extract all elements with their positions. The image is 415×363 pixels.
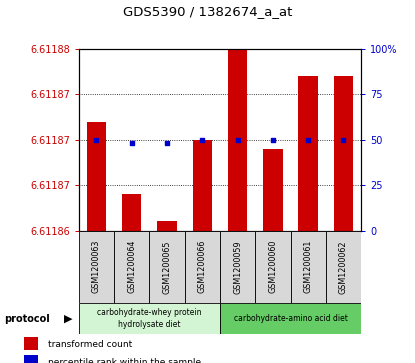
Point xyxy=(305,137,311,143)
Bar xyxy=(290,231,326,303)
Bar xyxy=(24,337,38,350)
Point xyxy=(93,137,100,143)
Point xyxy=(340,137,347,143)
Text: carbohydrate-amino acid diet: carbohydrate-amino acid diet xyxy=(234,314,347,323)
Bar xyxy=(326,231,361,303)
Text: GSM1200064: GSM1200064 xyxy=(127,240,136,294)
Text: GSM1200062: GSM1200062 xyxy=(339,240,348,294)
Bar xyxy=(220,231,255,303)
Bar xyxy=(255,231,290,303)
Bar xyxy=(114,231,149,303)
Bar xyxy=(220,303,361,334)
Point xyxy=(164,140,171,146)
Point xyxy=(199,137,206,143)
Point xyxy=(270,137,276,143)
Bar xyxy=(157,221,177,231)
Point xyxy=(129,140,135,146)
Bar xyxy=(334,76,353,231)
Bar xyxy=(24,355,38,363)
Bar xyxy=(149,231,185,303)
Text: GSM1200061: GSM1200061 xyxy=(304,240,312,294)
Bar xyxy=(193,140,212,231)
Text: ▶: ▶ xyxy=(64,314,73,323)
Bar xyxy=(79,231,114,303)
Bar xyxy=(185,231,220,303)
Bar xyxy=(298,76,318,231)
Text: percentile rank within the sample: percentile rank within the sample xyxy=(48,358,200,363)
Bar xyxy=(87,122,106,231)
Text: GSM1200063: GSM1200063 xyxy=(92,240,101,294)
Text: GDS5390 / 1382674_a_at: GDS5390 / 1382674_a_at xyxy=(123,5,292,19)
Text: transformed count: transformed count xyxy=(48,340,132,348)
Text: GSM1200059: GSM1200059 xyxy=(233,240,242,294)
Bar xyxy=(263,149,283,231)
Bar xyxy=(122,194,142,231)
Text: GSM1200060: GSM1200060 xyxy=(269,240,277,294)
Text: GSM1200065: GSM1200065 xyxy=(163,240,171,294)
Bar xyxy=(228,49,247,231)
Text: protocol: protocol xyxy=(4,314,50,323)
Bar xyxy=(79,303,220,334)
Text: GSM1200066: GSM1200066 xyxy=(198,240,207,294)
Point xyxy=(234,137,241,143)
Text: carbohydrate-whey protein
hydrolysate diet: carbohydrate-whey protein hydrolysate di… xyxy=(97,309,202,329)
